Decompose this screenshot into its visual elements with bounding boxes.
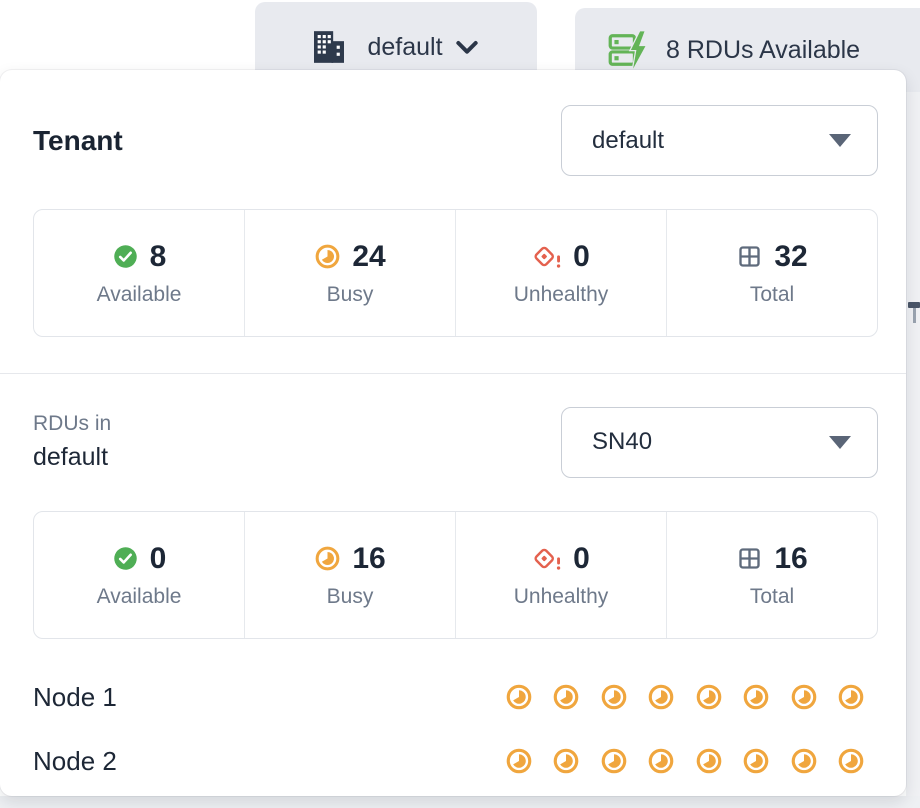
busy-icon [790,683,818,711]
busy-icon [600,683,628,711]
rdus-in-label: RDUs in default [33,412,111,472]
stat-value: 8 [149,239,167,273]
busy-icon [837,747,865,775]
busy-icon [742,683,770,711]
busy-icon [695,683,723,711]
busy-icon [742,747,770,775]
busy-icon [552,747,580,775]
tenant-select[interactable]: default [561,105,878,176]
tenant-select-value: default [592,126,665,154]
tenant-stats-box: 8 Available 24 Busy 0 Unhealthy 32 Total [33,209,878,337]
busy-icon [790,747,818,775]
stat-label: Unhealthy [513,282,609,306]
rdu-bolt-icon [607,30,649,70]
busy-icon [314,243,341,270]
busy-icon [600,747,628,775]
stat-cell-total: 16 Total [666,512,877,638]
select-caret-icon [829,134,851,147]
page-background-strip [0,796,920,808]
stat-cell-unhealthy: 0 Unhealthy [455,512,666,638]
node-name: Node 1 [33,681,117,712]
busy-icon [552,683,580,711]
unhealthy-icon [532,545,562,572]
system-select-value: SN40 [592,428,653,455]
busy-icon [505,747,533,775]
underlying-content-mark [913,308,916,323]
rdus-in-tenant-name: default [33,443,109,471]
system-select[interactable]: SN40 [561,406,878,478]
stat-label: Total [749,584,795,608]
check-circle-icon [112,243,139,270]
busy-icon [647,683,675,711]
stat-label: Available [96,584,182,608]
busy-icon [647,747,675,775]
grid-icon [736,243,763,270]
page-edge [906,70,920,808]
busy-icon [837,683,865,711]
stat-value: 16 [774,541,808,575]
node-row: Node 1 [33,675,878,719]
stat-label: Busy [326,282,374,306]
stat-value: 0 [573,239,590,273]
busy-icon [505,683,533,711]
node-list: Node 1 Node 2 [33,675,878,783]
node-busy-icons [505,747,879,775]
stat-value: 0 [573,541,590,575]
check-circle-icon [112,545,139,572]
stat-cell-unhealthy: 0 Unhealthy [455,210,666,336]
stat-cell-available: 8 Available [34,210,244,336]
grid-icon [736,545,763,572]
system-stats-box: 0 Available 16 Busy 0 Unhealthy 16 Total [33,511,878,639]
tenant-rdu-popover: Tenant default 8 Available 24 Busy 0 Unh… [0,70,906,796]
unhealthy-icon [532,243,562,270]
stat-value: 32 [774,239,808,273]
select-caret-icon [829,435,851,449]
stat-cell-total: 32 Total [666,210,877,336]
stat-label: Total [749,282,795,306]
stat-cell-busy: 24 Busy [244,210,455,336]
stat-value: 0 [149,541,167,575]
stat-value: 16 [352,541,386,575]
chevron-down-icon [451,31,483,63]
section-divider [0,373,906,374]
busy-icon [314,545,341,572]
stat-value: 24 [352,239,386,273]
node-name: Node 2 [33,745,117,776]
building-icon [309,27,349,67]
rdus-in-prefix: RDUs in [33,412,112,435]
stat-label: Available [96,282,182,306]
underlying-content-mark [908,302,920,308]
node-row: Node 2 [33,739,878,783]
tenant-heading: Tenant [33,124,123,156]
stat-cell-busy: 16 Busy [244,512,455,638]
rdus-button-label: 8 RDUs Available [666,35,861,64]
tenant-button-label: default [367,32,443,61]
stat-cell-available: 0 Available [34,512,244,638]
stat-label: Busy [326,584,374,608]
node-busy-icons [505,683,879,711]
busy-icon [695,747,723,775]
stat-label: Unhealthy [513,584,609,608]
